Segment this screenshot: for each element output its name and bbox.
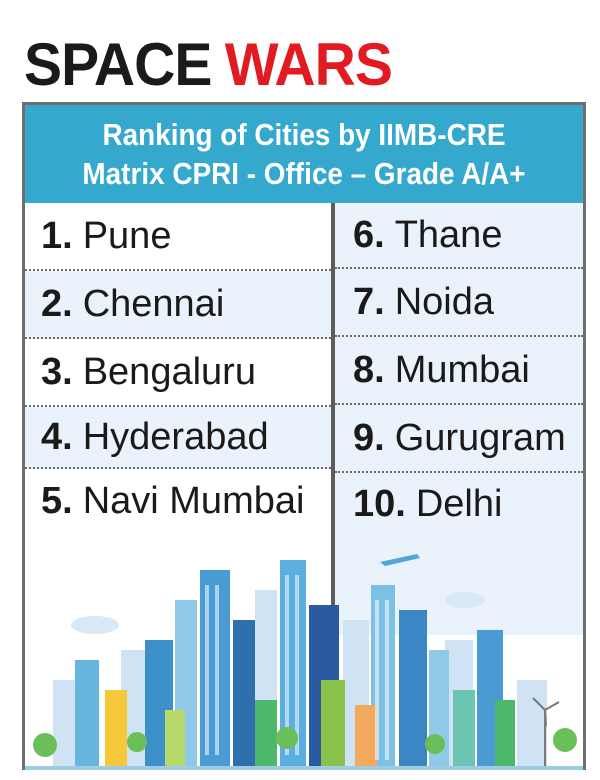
rank-number: 5. bbox=[41, 479, 73, 522]
rank-number: 7. bbox=[353, 280, 385, 323]
list-item: 5. Navi Mumbai bbox=[25, 469, 331, 533]
header-line-1: Ranking of Cities by IIMB-CRE bbox=[102, 117, 506, 152]
column-divider bbox=[331, 203, 335, 635]
city-name: Mumbai bbox=[394, 348, 530, 391]
list-item: 4. Hyderabad bbox=[25, 407, 331, 469]
rankings-box: Ranking of Cities by IIMB-CRE Matrix CPR… bbox=[22, 102, 586, 770]
city-name: Delhi bbox=[415, 482, 503, 525]
list-item: 6. Thane bbox=[335, 203, 583, 269]
page-title: SPACE WARS bbox=[24, 34, 556, 96]
title-space: SPACE bbox=[24, 31, 212, 98]
rankings-column-left: 1. Pune 2. Chennai 3. Bengaluru 4. Hyderabad… bbox=[25, 203, 331, 623]
city-name: Thane bbox=[394, 213, 503, 256]
rank-number: 10. bbox=[353, 482, 406, 525]
rank-number: 3. bbox=[41, 350, 73, 393]
list-item: 10. Delhi bbox=[335, 473, 583, 535]
rank-number: 2. bbox=[41, 282, 73, 325]
city-name: Navi Mumbai bbox=[82, 479, 305, 522]
header-line-2: Matrix CPRI - Office – Grade A/A+ bbox=[82, 156, 526, 191]
table-header: Ranking of Cities by IIMB-CRE Matrix CPR… bbox=[25, 105, 583, 203]
rankings-column-right: 6. Thane 7. Noida 8. Mumbai 9. Gurugram 10. D… bbox=[335, 203, 583, 635]
list-item: 9. Gurugram bbox=[335, 405, 583, 473]
rank-number: 1. bbox=[41, 214, 73, 257]
rank-number: 6. bbox=[353, 213, 385, 256]
rank-number: 9. bbox=[353, 416, 385, 459]
list-item: 8. Mumbai bbox=[335, 337, 583, 405]
city-name: Hyderabad bbox=[82, 415, 269, 458]
city-skyline-illustration bbox=[25, 554, 583, 770]
city-name: Noida bbox=[394, 280, 494, 323]
rank-number: 8. bbox=[353, 348, 385, 391]
city-name: Gurugram bbox=[394, 416, 566, 459]
city-name: Chennai bbox=[82, 282, 225, 325]
list-item: 2. Chennai bbox=[25, 271, 331, 339]
list-item: 3. Bengaluru bbox=[25, 339, 331, 407]
city-name: Pune bbox=[82, 214, 172, 257]
rank-number: 4. bbox=[41, 415, 73, 458]
title-wars: WARS bbox=[224, 31, 393, 98]
list-item: 1. Pune bbox=[25, 203, 331, 271]
city-name: Bengaluru bbox=[82, 350, 256, 393]
list-item: 7. Noida bbox=[335, 269, 583, 337]
